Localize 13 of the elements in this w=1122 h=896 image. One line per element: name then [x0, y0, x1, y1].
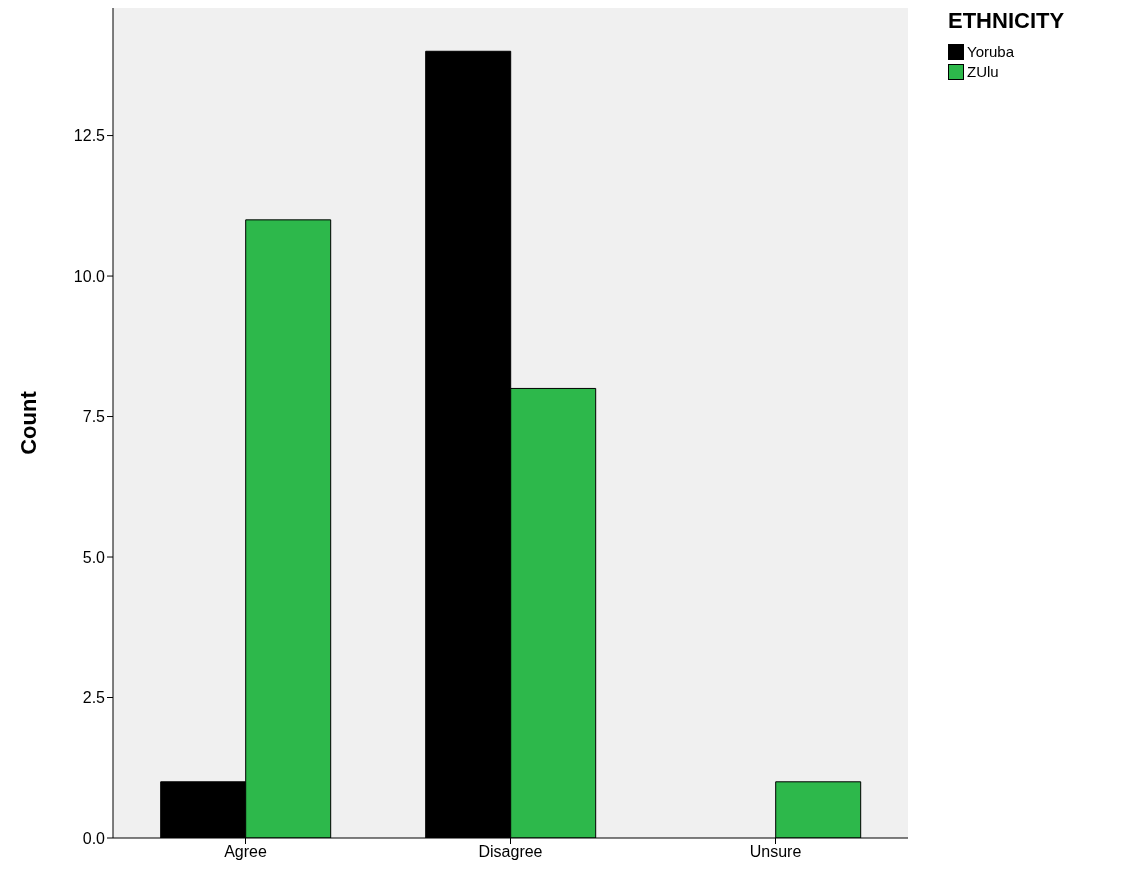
legend-label: Yoruba [966, 42, 1015, 62]
legend-label: ZUlu [966, 62, 1000, 82]
y-tick-label: 5.0 [82, 548, 106, 566]
x-tick-label: Agree [224, 843, 267, 861]
y-tick-label: 2.5 [82, 689, 106, 707]
y-tick-label: 12.5 [73, 127, 106, 145]
legend-title: ETHNICITY [948, 8, 1066, 34]
x-tick-label: Disagree [478, 843, 543, 861]
x-tick-label: Unsure [749, 843, 802, 861]
y-tick-label: 7.5 [82, 408, 106, 426]
y-tick-label: 10.0 [73, 267, 106, 285]
y-tick-label: 0.0 [82, 829, 106, 847]
y-axis-title: Count [15, 390, 41, 455]
